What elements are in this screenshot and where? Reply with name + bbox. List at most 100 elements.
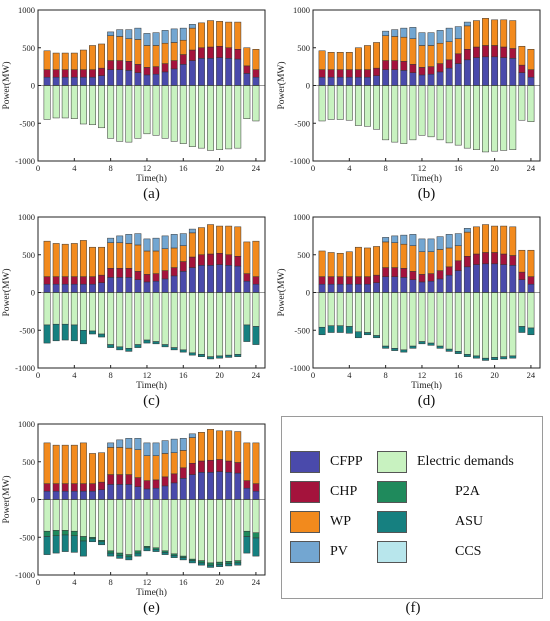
bar-cfpp-10 bbox=[125, 484, 133, 500]
bar-wp-2 bbox=[52, 444, 60, 484]
bar-pv-10 bbox=[400, 27, 408, 38]
bar-chp-1 bbox=[43, 483, 51, 492]
bar-chp-14 bbox=[161, 476, 169, 487]
bar-wp-5 bbox=[79, 442, 87, 484]
bar-p2a-19 bbox=[207, 562, 214, 566]
bar-asu-22 bbox=[509, 355, 517, 359]
bar-chp-21 bbox=[500, 253, 508, 265]
bar-chp-9 bbox=[116, 474, 124, 485]
bar-wp-23 bbox=[243, 241, 251, 274]
bar-wp-15 bbox=[445, 41, 453, 61]
bar-wp-19 bbox=[207, 20, 214, 48]
y-tick-label: 0 bbox=[31, 81, 35, 91]
bar-chp-16 bbox=[179, 467, 187, 479]
bar-wp-13 bbox=[152, 250, 160, 274]
bar-electric-demands-10 bbox=[400, 85, 408, 144]
bar-chp-22 bbox=[234, 49, 242, 60]
bar-electric-demands-22 bbox=[234, 85, 242, 149]
bar-cfpp-17 bbox=[188, 474, 196, 500]
bar-electric-demands-9 bbox=[116, 499, 124, 554]
bar-electric-demands-24 bbox=[252, 292, 260, 327]
bar-cfpp-22 bbox=[509, 58, 517, 86]
bar-wp-20 bbox=[491, 225, 499, 253]
bar-chp-23 bbox=[518, 64, 526, 73]
chart-panel-e: -1000 -500 0 500 1000 0 4 8 12 16 20 24 Time(h) Power… bbox=[0, 414, 275, 621]
bar-p2a-1 bbox=[43, 530, 51, 537]
x-tick-label: 0 bbox=[36, 370, 40, 380]
bar-asu-11 bbox=[409, 345, 417, 349]
bar-electric-demands-6 bbox=[364, 292, 371, 333]
bar-asu-14 bbox=[436, 345, 444, 349]
bar-p2a-10 bbox=[125, 554, 133, 558]
bar-pv-13 bbox=[152, 442, 160, 456]
bar-asu-21 bbox=[500, 356, 508, 360]
bar-chp-9 bbox=[116, 268, 124, 278]
bar-electric-demands-17 bbox=[188, 499, 196, 560]
bar-chp-15 bbox=[170, 473, 178, 484]
bar-wp-23 bbox=[518, 45, 526, 66]
bar-wp-14 bbox=[436, 249, 444, 271]
bar-cfpp-19 bbox=[207, 472, 214, 500]
bar-chp-7 bbox=[98, 274, 105, 283]
bar-electric-demands-1 bbox=[43, 499, 51, 532]
bar-pv-10 bbox=[125, 234, 133, 244]
bar-electric-demands-13 bbox=[427, 292, 435, 344]
y-tick-label: -1000 bbox=[290, 363, 310, 373]
bar-chp-5 bbox=[79, 69, 87, 78]
bar-wp-19 bbox=[482, 18, 489, 46]
bar-asu-12 bbox=[143, 547, 151, 552]
bar-wp-24 bbox=[252, 240, 260, 277]
bar-cfpp-6 bbox=[89, 283, 96, 293]
bar-asu-21 bbox=[225, 354, 233, 358]
bar-chp-15 bbox=[170, 60, 178, 70]
legend-item-ccs: CCS bbox=[377, 539, 481, 565]
bar-asu-16 bbox=[179, 557, 187, 561]
bar-electric-demands-11 bbox=[134, 499, 142, 552]
bar-chp-21 bbox=[225, 460, 233, 473]
bar-electric-demands-2 bbox=[52, 85, 60, 119]
bar-electric-demands-22 bbox=[234, 499, 242, 561]
chart-panel-b: -1000 -500 0 500 1000 0 4 8 12 16 20 24 Time(h) Power… bbox=[275, 0, 550, 207]
bar-chp-8 bbox=[107, 60, 115, 70]
bar-cfpp-20 bbox=[491, 263, 499, 293]
bar-cfpp-13 bbox=[152, 280, 160, 293]
bar-cfpp-7 bbox=[373, 282, 380, 293]
bar-cfpp-23 bbox=[518, 72, 526, 86]
legend-item-chp: CHP bbox=[290, 479, 357, 505]
bar-electric-demands-12 bbox=[418, 85, 426, 136]
bar-cfpp-21 bbox=[225, 58, 233, 86]
bar-chp-16 bbox=[179, 261, 187, 272]
bar-chp-3 bbox=[336, 276, 344, 285]
bar-chp-20 bbox=[216, 45, 224, 58]
bar-electric-demands-15 bbox=[445, 292, 453, 350]
x-tick-label: 8 bbox=[109, 370, 113, 380]
bar-chp-13 bbox=[152, 479, 160, 489]
bar-asu-23 bbox=[243, 324, 251, 342]
y-tick-label: 0 bbox=[31, 495, 35, 505]
bar-asu-10 bbox=[125, 348, 133, 352]
bar-wp-21 bbox=[500, 225, 508, 255]
legend-swatch-p2a bbox=[377, 481, 407, 503]
bar-wp-21 bbox=[225, 21, 233, 48]
bar-cfpp-24 bbox=[252, 76, 260, 86]
bar-pv-12 bbox=[143, 238, 151, 252]
panel-label: (c) bbox=[143, 393, 160, 409]
bar-electric-demands-19 bbox=[482, 85, 489, 153]
bar-cfpp-16 bbox=[179, 478, 187, 500]
legend-item-wp: WP bbox=[290, 509, 351, 535]
bar-pv-12 bbox=[143, 442, 151, 456]
bar-electric-demands-21 bbox=[225, 499, 233, 562]
bar-cfpp-5 bbox=[79, 490, 87, 500]
panel-label: (b) bbox=[418, 186, 436, 202]
bar-asu-4 bbox=[70, 535, 78, 553]
bar-electric-demands-11 bbox=[409, 85, 417, 141]
bar-asu-20 bbox=[491, 357, 499, 360]
bar-chp-6 bbox=[364, 276, 371, 285]
bar-wp-19 bbox=[482, 224, 489, 253]
bar-pv-17 bbox=[188, 433, 196, 438]
bar-asu-19 bbox=[207, 356, 214, 360]
y-tick-label: -500 bbox=[19, 532, 35, 542]
bar-cfpp-14 bbox=[161, 485, 169, 500]
bar-electric-demands-1 bbox=[43, 292, 51, 326]
bar-wp-5 bbox=[354, 47, 362, 70]
